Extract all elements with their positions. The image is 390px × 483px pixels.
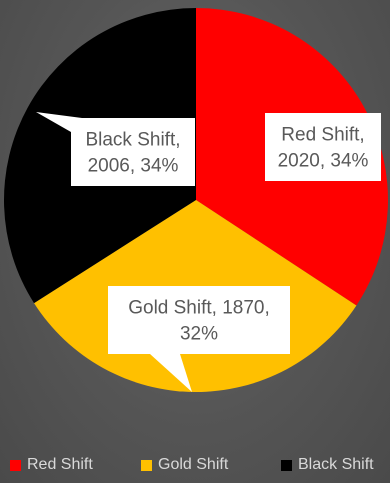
data-labels: Red Shift, 2020, 34% Gold Shift, 1870, 32% B… xyxy=(36,112,381,392)
data-label-text: 32% xyxy=(180,324,218,345)
data-label-gold-shift: Gold Shift, 1870, 32% xyxy=(108,286,290,392)
data-label-text: Gold Shift, 1870, xyxy=(128,298,270,319)
legend-item-red-shift[interactable]: Red Shift xyxy=(10,455,93,475)
legend-label-black-shift: Black Shift xyxy=(298,456,374,473)
legend-item-gold-shift[interactable]: Gold Shift xyxy=(141,455,228,475)
data-label-red-shift: Red Shift, 2020, 34% xyxy=(265,113,381,181)
data-label-box xyxy=(265,113,381,181)
data-label-pointer xyxy=(36,112,82,132)
legend-swatch-gold xyxy=(141,459,152,471)
legend-swatch-black xyxy=(281,459,292,471)
data-label-box xyxy=(71,118,195,186)
data-label-box xyxy=(108,286,290,354)
legend: Red Shift Gold Shift Black Shift xyxy=(0,455,390,481)
data-label-text: Black Shift, xyxy=(85,130,180,151)
data-label-text: Red Shift, xyxy=(281,125,364,146)
legend-item-black-shift[interactable]: Black Shift xyxy=(281,455,374,475)
legend-label-red-shift: Red Shift xyxy=(27,456,93,473)
legend-label-gold-shift: Gold Shift xyxy=(158,456,229,473)
data-label-text: 2020, 34% xyxy=(278,151,369,172)
data-label-pointer xyxy=(150,354,192,392)
data-label-text: 2006, 34% xyxy=(88,156,179,177)
legend-swatch-red xyxy=(10,459,21,471)
data-label-black-shift: Black Shift, 2006, 34% xyxy=(36,112,195,186)
